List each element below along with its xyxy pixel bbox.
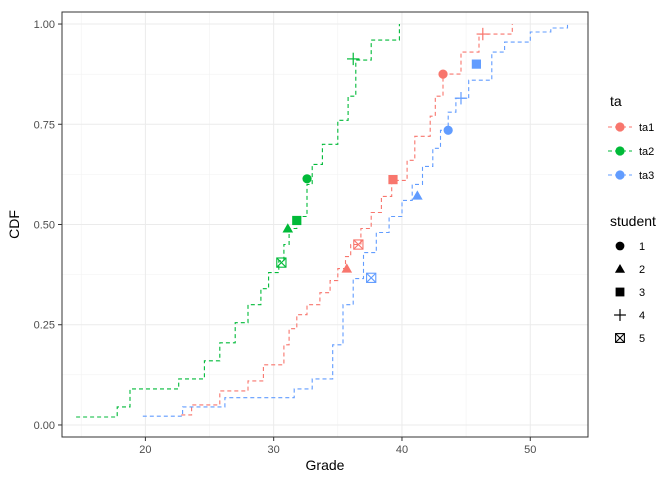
legend-student-key-4 <box>614 309 626 321</box>
legend-ta: ta ta1 ta2 ta3 <box>608 93 654 182</box>
marker-ta3-student-5-box <box>366 272 377 283</box>
marker-ta2-student-1 <box>302 174 312 184</box>
legend-student-label: 4 <box>639 310 645 322</box>
marker-ta3-student-5-d2 <box>366 272 377 283</box>
series-line-ta1 <box>181 24 513 416</box>
marker-ta2-student-5 <box>276 257 287 268</box>
marker-ta1-student-5 <box>353 239 364 250</box>
series-line-ta3 <box>142 24 569 417</box>
marker-ta1-student-3 <box>388 174 398 185</box>
y-axis-title: CDF <box>6 210 22 239</box>
y-axis: 0.00 0.25 0.50 0.75 1.00 <box>34 19 62 432</box>
marker-ta1-student-5-d2 <box>353 239 364 250</box>
marker-ta1-student-1 <box>438 69 448 79</box>
legend-ta-title: ta <box>610 93 622 109</box>
legend-student-key-5 <box>615 333 625 343</box>
legend-student-key-5-d2 <box>615 333 625 343</box>
legend-student-label: 3 <box>639 287 645 299</box>
legend-student-label: 1 <box>639 241 645 253</box>
marker-ta3-student-3 <box>471 59 481 69</box>
legend-ta-label: ta3 <box>639 170 654 182</box>
legend-ta-label: ta1 <box>639 122 654 134</box>
x-tick-label: 20 <box>139 444 151 456</box>
legend-ta-key-dot <box>615 146 625 156</box>
legend-student-label: 5 <box>639 333 645 345</box>
x-tick-label: 50 <box>524 444 536 456</box>
marker-ta3-student-5 <box>366 272 377 283</box>
x-tick-label: 30 <box>268 444 280 456</box>
legend-ta-label: ta2 <box>639 146 654 158</box>
y-tick-label: 0.75 <box>34 119 55 131</box>
marker-ta2-student-4 <box>347 52 360 66</box>
x-axis: 20 30 40 50 <box>139 437 536 456</box>
legend-student-key-2 <box>614 263 626 273</box>
y-tick-label: 0.25 <box>34 320 55 332</box>
marker-ta2-student-3 <box>292 215 302 226</box>
legend-student-key-3 <box>615 287 625 297</box>
marker-ta3-student-1 <box>443 125 453 135</box>
marker-ta1-student-4 <box>476 27 490 41</box>
marker-ta1-student-2 <box>341 263 353 273</box>
marker-ta2-student-5-d2 <box>276 257 287 268</box>
x-axis-title: Grade <box>306 457 345 473</box>
legend-ta-key-dot <box>615 170 625 180</box>
legend-student-key-5-box <box>615 333 625 343</box>
marker-ta2-student-5-box <box>276 257 287 268</box>
legend-ta-key-dot <box>615 122 625 132</box>
marker-ta3-student-4 <box>454 91 468 105</box>
legend-student-key-1 <box>615 241 625 251</box>
legend-student: student 1 2 3 4 5 <box>610 213 656 345</box>
marker-ta3-student-2 <box>412 190 423 200</box>
marker-ta2-student-2 <box>282 223 294 233</box>
legend-student-label: 2 <box>639 264 645 276</box>
legend-student-title: student <box>610 213 656 229</box>
plot-panel <box>61 11 589 438</box>
x-tick-label: 40 <box>396 444 408 456</box>
y-tick-label: 0.50 <box>34 220 55 232</box>
y-tick-label: 0.00 <box>34 420 55 432</box>
marker-ta1-student-5-box <box>353 239 364 250</box>
series-line-ta2 <box>76 24 400 418</box>
y-tick-label: 1.00 <box>34 19 55 31</box>
